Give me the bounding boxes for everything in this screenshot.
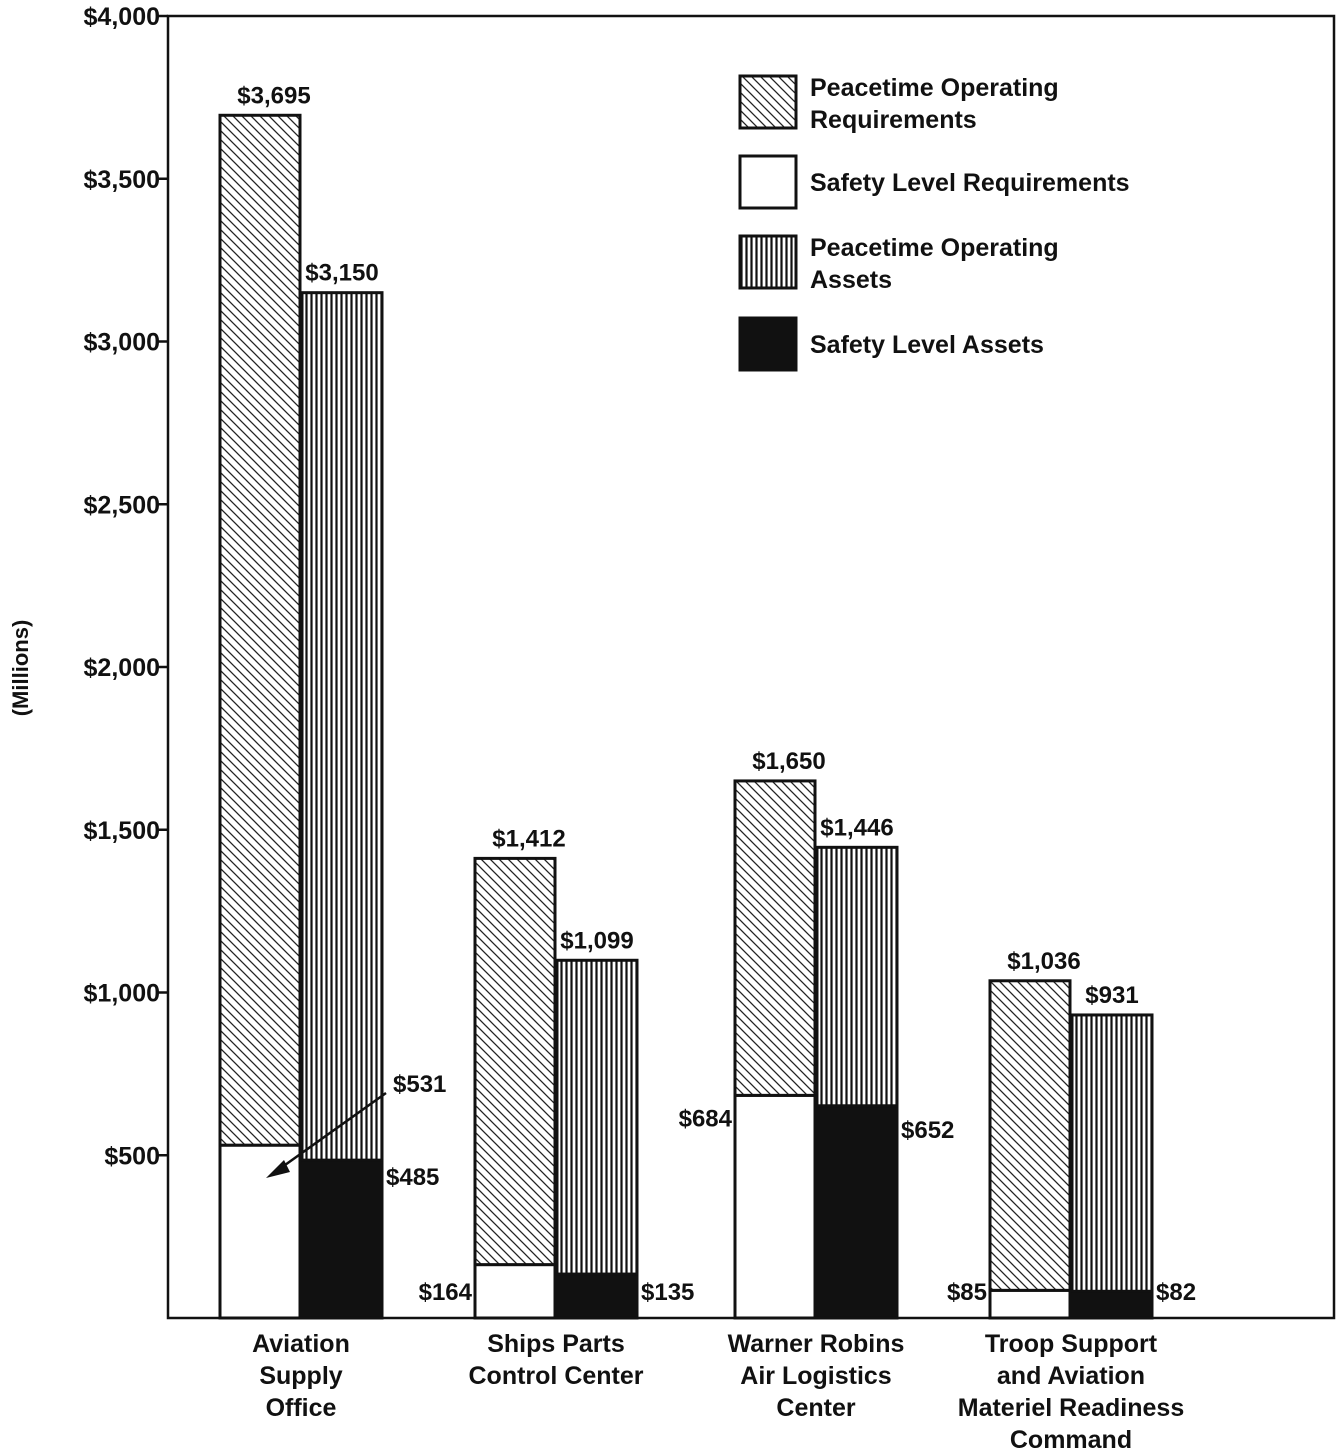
legend-label: Peacetime Operating [810,234,1059,262]
bar-peacetime-operating-assets [300,291,384,1162]
legend-swatch-white [738,154,798,210]
category-label-line: Materiel Readiness [958,1394,1185,1422]
y-tick-label: $2,000 [84,654,160,682]
category-label-line: Aviation [252,1330,350,1358]
y-tick-label: $1,500 [84,817,160,845]
safety-assets-label: $485 [386,1164,439,1191]
category-labels: Aviation Supply Office Ships Parts Control C… [252,1330,1184,1450]
bar-safety-level-assets [555,1272,639,1320]
assets-total-label: $3,150 [305,260,378,287]
y-axis-ticks: $500 $1,000 $1,500 $2,000 $2,500 $3,000 $3,500… [84,3,168,1170]
bar-safety-level-requirements [988,1288,1072,1320]
y-axis-label-group: (Millions) [8,620,33,717]
bar-safety-level-requirements [218,1143,302,1320]
bar-peacetime-operating-requirements [473,856,557,1267]
callout-arrow-head [266,1160,290,1178]
legend-label: Safety Level Requirements [810,169,1130,197]
legend-label: Requirements [810,106,977,134]
safety-requirements-label: $85 [947,1279,987,1306]
bar-peacetime-operating-assets [1070,1013,1154,1293]
category-label-line: Ships Parts [487,1330,625,1358]
safety-assets-label: $82 [1156,1279,1196,1306]
y-tick-label: $3,500 [84,166,160,194]
bar-safety-level-assets [300,1158,384,1320]
assets-total-label: $1,446 [820,814,893,841]
safety-requirements-label: $531 [393,1071,446,1098]
bar-safety-level-requirements [733,1093,817,1320]
plot-area-frame [166,14,1336,1320]
legend: Peacetime Operating Requirements Safety Le… [738,74,1130,372]
requirements-total-label: $1,036 [1007,948,1080,975]
category-label-line: Supply [259,1362,342,1390]
y-tick-label: $1,000 [84,980,160,1008]
requirements-total-label: $1,650 [752,748,825,775]
requirements-total-label: $1,412 [492,825,565,852]
category-label-line: Office [266,1394,337,1422]
safety-requirements-label: $684 [679,1105,733,1132]
legend-swatch-diagonal [738,74,798,130]
legend-swatch-black [738,316,798,372]
y-axis-label: (Millions) [8,620,33,717]
bar-safety-level-assets [1070,1289,1154,1320]
legend-swatch-vertical [738,234,798,290]
bar-peacetime-operating-requirements [733,779,817,1097]
legend-label: Peacetime Operating [810,74,1059,102]
legend-label: Assets [810,266,892,294]
category-label-line: Command [1010,1426,1132,1450]
bar-groups [218,113,1154,1320]
bar-peacetime-operating-requirements [988,979,1072,1292]
assets-total-label: $1,099 [560,927,633,954]
category-label-line: Control Center [469,1362,644,1390]
requirements-total-label: $3,695 [237,82,310,109]
y-tick-label: $3,000 [84,329,160,357]
safety-assets-label: $652 [901,1117,954,1144]
bar-peacetime-operating-assets [815,845,899,1108]
category-label-line: and Aviation [997,1362,1145,1390]
safety-assets-label: $135 [641,1279,694,1306]
bar-peacetime-operating-requirements [218,113,302,1147]
category-label-line: Center [776,1394,855,1422]
y-tick-label: $2,500 [84,491,160,519]
assets-total-label: $931 [1085,982,1138,1009]
category-label-line: Troop Support [985,1330,1158,1358]
callout-arrow-line [277,1091,387,1172]
bar-safety-level-assets [815,1104,899,1320]
category-label-line: Warner Robins [728,1330,905,1358]
bar-safety-level-requirements [473,1263,557,1320]
data-labels: $3,695 $3,150 $485 $531 $1,412 $1,099 $135 $164… [237,82,1196,1306]
y-tick-label: $4,000 [84,3,160,31]
bar-peacetime-operating-assets [555,958,639,1276]
legend-label: Safety Level Assets [810,331,1044,359]
category-label-line: Air Logistics [740,1362,891,1390]
y-tick-label: $500 [104,1142,160,1170]
safety-requirements-label: $164 [419,1279,473,1306]
